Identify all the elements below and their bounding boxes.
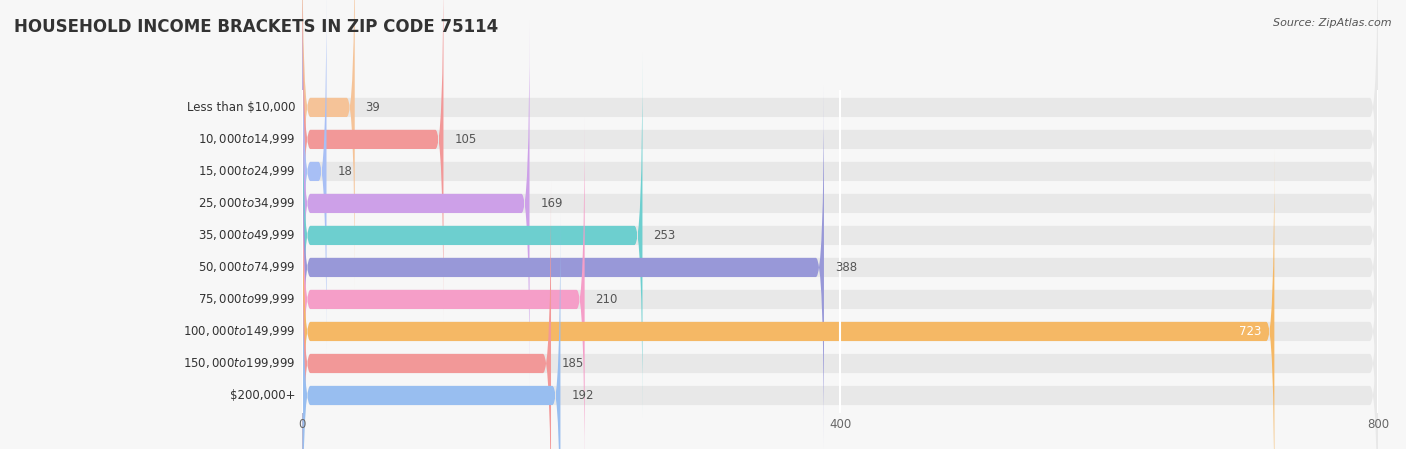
FancyBboxPatch shape bbox=[302, 0, 1378, 322]
Text: 105: 105 bbox=[454, 133, 477, 146]
FancyBboxPatch shape bbox=[302, 21, 530, 386]
Text: $75,000 to $99,999: $75,000 to $99,999 bbox=[198, 292, 295, 307]
FancyBboxPatch shape bbox=[302, 85, 1378, 449]
FancyBboxPatch shape bbox=[302, 85, 824, 449]
Text: $25,000 to $34,999: $25,000 to $34,999 bbox=[198, 196, 295, 211]
FancyBboxPatch shape bbox=[302, 213, 561, 449]
FancyBboxPatch shape bbox=[302, 21, 1378, 386]
FancyBboxPatch shape bbox=[302, 117, 585, 449]
Text: $15,000 to $24,999: $15,000 to $24,999 bbox=[198, 164, 295, 178]
FancyBboxPatch shape bbox=[302, 0, 1378, 354]
Text: $150,000 to $199,999: $150,000 to $199,999 bbox=[183, 357, 295, 370]
Text: 723: 723 bbox=[1239, 325, 1261, 338]
Text: 18: 18 bbox=[337, 165, 352, 178]
Text: Source: ZipAtlas.com: Source: ZipAtlas.com bbox=[1274, 18, 1392, 28]
Text: 169: 169 bbox=[540, 197, 562, 210]
Text: $35,000 to $49,999: $35,000 to $49,999 bbox=[198, 229, 295, 242]
FancyBboxPatch shape bbox=[302, 149, 1274, 449]
FancyBboxPatch shape bbox=[302, 117, 1378, 449]
FancyBboxPatch shape bbox=[302, 181, 1378, 449]
FancyBboxPatch shape bbox=[302, 181, 551, 449]
FancyBboxPatch shape bbox=[302, 53, 1378, 418]
Text: 388: 388 bbox=[835, 261, 856, 274]
Text: 185: 185 bbox=[562, 357, 583, 370]
Text: $100,000 to $149,999: $100,000 to $149,999 bbox=[183, 325, 295, 339]
Text: HOUSEHOLD INCOME BRACKETS IN ZIP CODE 75114: HOUSEHOLD INCOME BRACKETS IN ZIP CODE 75… bbox=[14, 18, 498, 36]
Text: 253: 253 bbox=[654, 229, 675, 242]
FancyBboxPatch shape bbox=[302, 0, 1378, 290]
FancyBboxPatch shape bbox=[302, 0, 354, 290]
FancyBboxPatch shape bbox=[302, 149, 1378, 449]
Text: 192: 192 bbox=[571, 389, 593, 402]
FancyBboxPatch shape bbox=[302, 0, 326, 354]
FancyBboxPatch shape bbox=[302, 213, 1378, 449]
Text: 210: 210 bbox=[595, 293, 617, 306]
Text: $10,000 to $14,999: $10,000 to $14,999 bbox=[198, 132, 295, 146]
Text: $50,000 to $74,999: $50,000 to $74,999 bbox=[198, 260, 295, 274]
FancyBboxPatch shape bbox=[302, 53, 643, 418]
Text: Less than $10,000: Less than $10,000 bbox=[187, 101, 295, 114]
Text: 39: 39 bbox=[366, 101, 381, 114]
Text: $200,000+: $200,000+ bbox=[231, 389, 295, 402]
FancyBboxPatch shape bbox=[302, 0, 443, 322]
